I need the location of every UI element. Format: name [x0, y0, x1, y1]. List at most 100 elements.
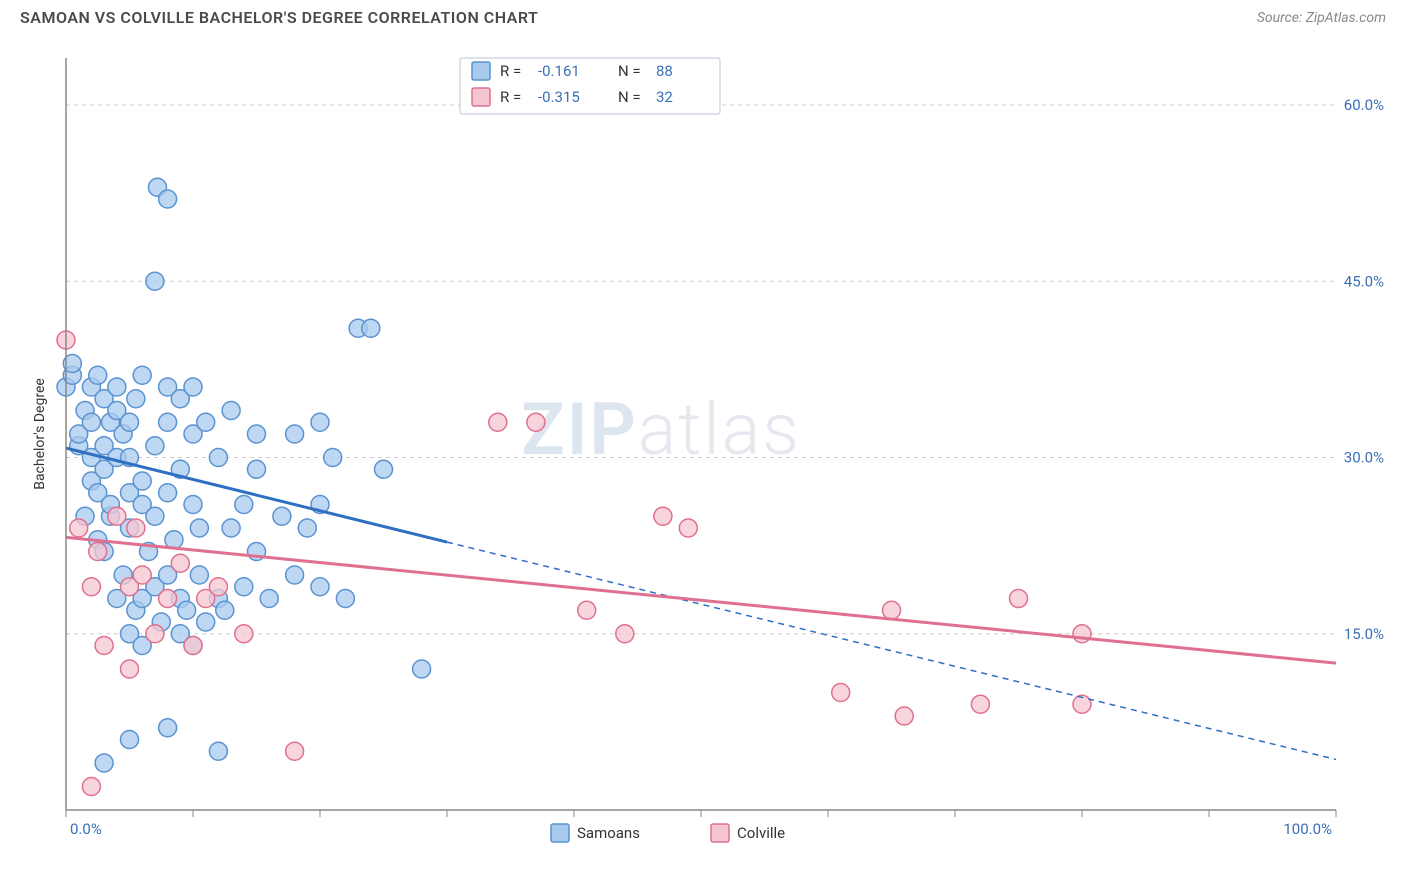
watermark: ZIPatlas — [521, 387, 801, 472]
data-point — [82, 413, 100, 431]
data-point — [197, 613, 215, 631]
data-point — [311, 578, 329, 596]
data-point — [235, 578, 253, 596]
data-point — [127, 390, 145, 408]
data-point — [190, 566, 208, 584]
data-point — [178, 601, 196, 619]
data-point — [883, 601, 901, 619]
legend-n-label: N = — [618, 88, 641, 106]
data-point — [184, 378, 202, 396]
data-point — [235, 625, 253, 643]
legend-n-value: 32 — [656, 88, 673, 106]
legend-r-value: -0.315 — [538, 88, 580, 106]
source-label: Source: ZipAtlas.com — [1257, 10, 1386, 26]
data-point — [190, 519, 208, 537]
data-point — [184, 637, 202, 655]
chart-title: SAMOAN VS COLVILLE BACHELOR'S DEGREE COR… — [20, 8, 538, 27]
legend-n-value: 88 — [656, 62, 673, 80]
data-point — [121, 660, 139, 678]
data-point — [146, 437, 164, 455]
data-point — [616, 625, 634, 643]
data-point — [159, 484, 177, 502]
data-point — [133, 366, 151, 384]
y-tick-label: 15.0% — [1344, 625, 1384, 643]
series-legend: Samoans Colville — [551, 824, 785, 842]
data-point — [89, 543, 107, 561]
y-axis-label: Bachelor's Degree — [32, 378, 48, 490]
legend-swatch — [472, 88, 490, 106]
data-point — [1010, 590, 1028, 608]
data-point — [121, 413, 139, 431]
data-point — [209, 449, 227, 467]
data-point — [146, 507, 164, 525]
legend-swatch — [472, 62, 490, 80]
data-point — [235, 496, 253, 514]
data-point — [159, 719, 177, 737]
legend-swatch — [711, 824, 729, 842]
data-point — [413, 660, 431, 678]
data-point — [171, 554, 189, 572]
data-point — [159, 590, 177, 608]
data-point — [679, 519, 697, 537]
data-point — [248, 460, 266, 478]
legend-series-name: Samoans — [577, 824, 640, 842]
data-point — [222, 519, 240, 537]
data-point — [578, 601, 596, 619]
legend-series-name: Colville — [737, 824, 785, 842]
y-tick-label: 30.0% — [1344, 449, 1384, 467]
data-point — [362, 319, 380, 337]
data-point — [248, 425, 266, 443]
data-point — [895, 707, 913, 725]
y-tick-label: 45.0% — [1344, 272, 1384, 290]
data-point — [159, 190, 177, 208]
data-point — [260, 590, 278, 608]
data-point — [336, 590, 354, 608]
data-point — [286, 742, 304, 760]
trend-line — [66, 537, 1336, 663]
data-point — [375, 460, 393, 478]
correlation-scatter-chart: 15.0% 30.0% 45.0% 60.0% ZIPatlas 0.0% 100.0% Ba… — [20, 40, 1386, 872]
legend-r-label: R = — [500, 88, 521, 106]
data-point — [489, 413, 507, 431]
y-tick-label: 60.0% — [1344, 96, 1384, 114]
data-point — [184, 496, 202, 514]
x-tick-label: 0.0% — [70, 820, 102, 838]
data-point — [146, 272, 164, 290]
data-point — [95, 637, 113, 655]
data-point — [82, 778, 100, 796]
data-point — [197, 413, 215, 431]
data-point — [133, 472, 151, 490]
x-tick-label: 100.0% — [1283, 820, 1332, 838]
data-point — [273, 507, 291, 525]
chart-container: 15.0% 30.0% 45.0% 60.0% ZIPatlas 0.0% 100.0% Ba… — [20, 40, 1386, 872]
data-point — [654, 507, 672, 525]
data-point — [286, 425, 304, 443]
legend-r-value: -0.161 — [538, 62, 580, 80]
data-point — [286, 566, 304, 584]
data-point — [971, 695, 989, 713]
legend-r-label: R = — [500, 62, 521, 80]
data-point — [324, 449, 342, 467]
data-point — [222, 402, 240, 420]
data-point — [209, 742, 227, 760]
data-point — [209, 578, 227, 596]
legend-n-label: N = — [618, 62, 641, 80]
data-point — [159, 413, 177, 431]
legend-box — [460, 58, 720, 114]
data-point — [146, 625, 164, 643]
data-point — [95, 754, 113, 772]
legend-swatch — [551, 824, 569, 842]
data-point — [216, 601, 234, 619]
data-point — [127, 519, 145, 537]
data-point — [298, 519, 316, 537]
data-point — [89, 366, 107, 384]
data-point — [133, 566, 151, 584]
data-point — [70, 519, 88, 537]
data-point — [311, 413, 329, 431]
data-point — [108, 507, 126, 525]
data-point — [108, 378, 126, 396]
data-point — [832, 684, 850, 702]
data-point — [82, 578, 100, 596]
data-point — [121, 731, 139, 749]
data-point — [527, 413, 545, 431]
